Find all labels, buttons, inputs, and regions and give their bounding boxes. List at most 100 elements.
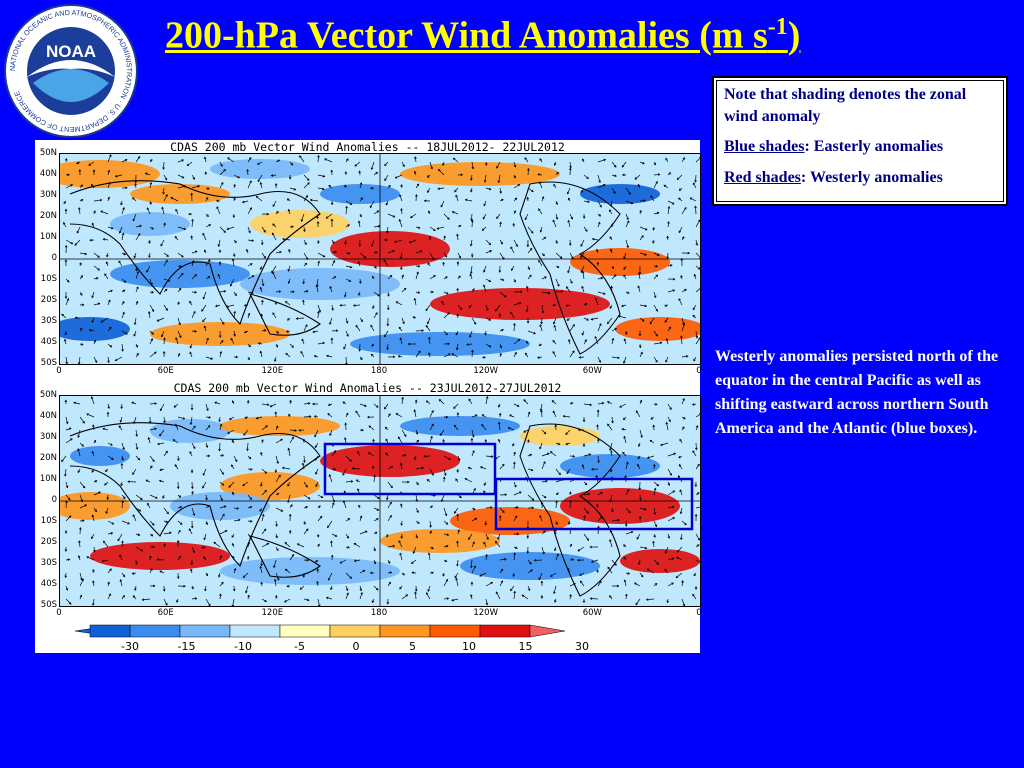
anomaly-shading (460, 552, 600, 580)
colorbar-segment (379, 624, 431, 638)
lon-label: 180 (370, 366, 388, 376)
anomaly-shading (210, 159, 310, 179)
anomaly-shading (570, 248, 670, 276)
lon-label: 120W (473, 608, 498, 618)
anomaly-shading (615, 317, 700, 341)
lon-label: 0 (696, 608, 702, 618)
anomaly-shading (320, 445, 460, 477)
anomaly-shading (520, 426, 600, 446)
analysis-box-central-pacific (323, 442, 497, 496)
anomaly-shading (580, 184, 660, 204)
lat-label: 10S (40, 274, 57, 284)
colorbar-segment (329, 624, 381, 638)
anomaly-shading (170, 492, 270, 520)
wind-anomaly-figure: CDAS 200 mb Vector Wind Anomalies -- 18J… (35, 140, 702, 653)
lat-label: 50S (40, 358, 57, 368)
lon-label: 60E (157, 366, 174, 376)
colorbar-label: 15 (518, 640, 533, 653)
anomaly-shading (110, 260, 250, 288)
logo-text: NOAA (46, 42, 96, 61)
colorbar-label: 0 (352, 640, 360, 653)
colorbar-segment (89, 624, 131, 638)
anomaly-shading (220, 557, 400, 585)
anomaly-shading (620, 549, 700, 573)
colorbar-label: 30 (575, 640, 589, 653)
lon-label: 60W (582, 366, 602, 376)
analysis-box-south-america-atlantic (494, 477, 694, 531)
coastline (69, 422, 621, 597)
slide-title: 200-hPa Vector Wind Anomalies (m s-1) (165, 14, 801, 57)
colorbar-label: -30 (121, 640, 139, 653)
anomaly-shading (60, 492, 130, 520)
lat-label: 30S (40, 316, 57, 326)
description-text: Westerly anomalies persisted north of th… (715, 348, 999, 437)
lat-label: 0 (51, 495, 57, 505)
anomaly-shading (400, 162, 560, 186)
panel-2-title: CDAS 200 mb Vector Wind Anomalies -- 23J… (173, 381, 562, 395)
anomaly-shading (380, 529, 500, 553)
note-box: Note that shading denotes the zonal wind… (712, 76, 1008, 206)
lat-label: 20S (40, 295, 57, 305)
lat-label: 10N (39, 474, 57, 484)
lat-label: 40S (40, 579, 57, 589)
lon-label: 0 (56, 366, 62, 376)
colorbar-segment (429, 624, 481, 638)
colorbar (75, 624, 566, 638)
panel-1-title: CDAS 200 mb Vector Wind Anomalies -- 18J… (170, 140, 565, 154)
lat-label: 10S (40, 516, 57, 526)
lat-label: 40N (39, 169, 57, 179)
anomaly-shading (220, 416, 340, 436)
colorbar-label: -5 (294, 640, 305, 653)
lat-label: 50N (39, 390, 57, 400)
lat-label: 20N (39, 211, 57, 221)
lon-label: 60E (157, 608, 174, 618)
lat-label: 10N (39, 232, 57, 242)
panel-2-map (59, 395, 701, 607)
anomaly-shading (560, 488, 680, 524)
lat-label: 30N (39, 190, 57, 200)
anomaly-shading (560, 454, 660, 478)
colorbar-segment (129, 624, 181, 638)
colorbar-segment (479, 624, 531, 638)
lat-label: 40N (39, 411, 57, 421)
anomaly-shading (350, 332, 530, 356)
lon-label: 180 (370, 608, 388, 618)
anomaly-shading (130, 184, 230, 204)
colorbar-label: 5 (409, 640, 416, 653)
lat-label: 40S (40, 337, 57, 347)
lon-label: 0 (696, 366, 702, 376)
lat-label: 30N (39, 432, 57, 442)
anomaly-shading (110, 212, 190, 236)
anomaly-shading (70, 446, 130, 466)
lon-label: 120W (473, 366, 498, 376)
lat-label: 50N (39, 148, 57, 158)
lon-label: 60W (582, 608, 602, 618)
colorbar-label: 10 (462, 640, 476, 653)
colorbar-segment (279, 624, 331, 638)
lon-label: 120E (261, 608, 284, 618)
anomaly-shading (400, 416, 520, 436)
anomaly-shading (90, 542, 230, 570)
red-shades-text: : Westerly anomalies (800, 168, 943, 186)
lat-label: 50S (40, 600, 57, 610)
colorbar-segment (229, 624, 281, 638)
coastline (69, 180, 621, 355)
anomaly-shading (330, 231, 450, 267)
noaa-logo: NOAA NATIONAL OCEANIC AND ATMOSPHERIC AD… (4, 4, 138, 138)
lon-label: 0 (56, 608, 62, 618)
lon-label: 120E (261, 366, 284, 376)
blue-shades-text: : Easterly anomalies (804, 138, 944, 156)
lat-label: 20N (39, 453, 57, 463)
anomaly-shading (500, 202, 620, 226)
colorbar-segment (179, 624, 231, 638)
colorbar-label: -10 (234, 640, 252, 653)
lat-label: 30S (40, 558, 57, 568)
anomaly-shading (60, 317, 130, 341)
lat-label: 20S (40, 537, 57, 547)
colorbar-label: -15 (177, 640, 196, 653)
anomaly-shading (220, 472, 320, 500)
colorbar-arrow-right (529, 624, 566, 638)
anomaly-shading (250, 210, 350, 238)
note-line: Note that shading denotes the zonal wind… (724, 86, 967, 125)
red-shades-label: Red shades (724, 168, 801, 186)
